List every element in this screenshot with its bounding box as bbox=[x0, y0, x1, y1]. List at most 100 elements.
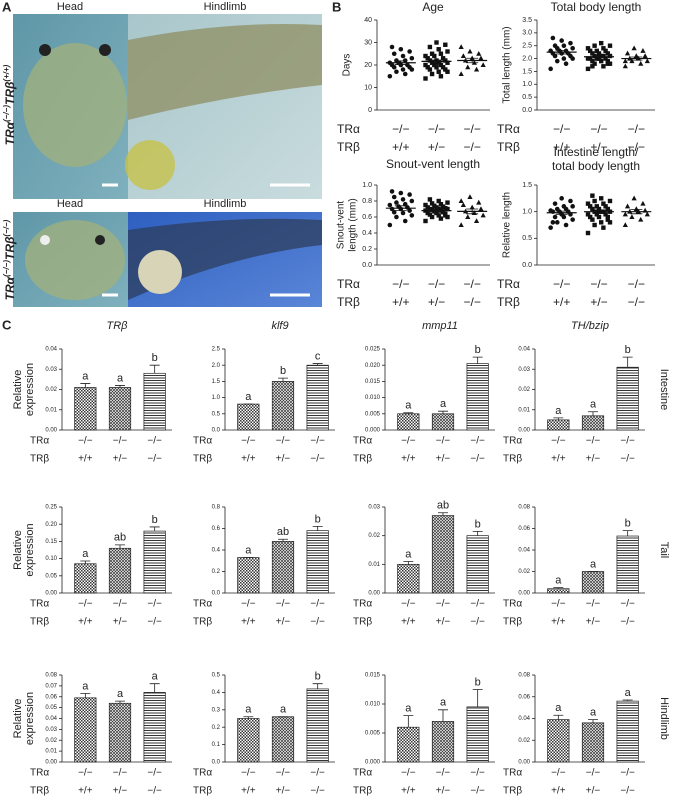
genotype-label: −/− bbox=[147, 617, 162, 628]
genotype-part: (−/−) bbox=[2, 260, 11, 277]
y-tick-label: 0.20 bbox=[45, 522, 57, 528]
dot bbox=[427, 58, 433, 63]
y-tick-label: 0.015 bbox=[365, 673, 381, 679]
genotype-label: −/− bbox=[436, 768, 451, 779]
bar bbox=[143, 372, 166, 431]
dot bbox=[389, 189, 395, 194]
dot bbox=[402, 71, 408, 77]
dot bbox=[427, 197, 433, 202]
significance-letter: a bbox=[625, 687, 632, 699]
dot bbox=[554, 206, 560, 212]
dot bbox=[389, 44, 395, 50]
y-tick-label: 0.000 bbox=[365, 760, 381, 766]
y-tick-label: 0.00 bbox=[368, 591, 380, 597]
tissue-label: Intestine bbox=[658, 369, 670, 411]
genotype-label: +/− bbox=[113, 786, 128, 797]
genotype-label: −/− bbox=[590, 277, 607, 291]
genotype-label: −/− bbox=[628, 295, 645, 309]
genotype-label: −/− bbox=[463, 295, 480, 309]
error-bar bbox=[430, 59, 443, 64]
genotype-label: −/− bbox=[241, 436, 256, 447]
genotype-label: −/− bbox=[470, 454, 485, 465]
dot bbox=[644, 211, 650, 217]
genotype-name: TRα bbox=[30, 768, 49, 779]
dot bbox=[607, 53, 613, 59]
dot bbox=[445, 200, 450, 205]
dot bbox=[387, 222, 393, 228]
dot bbox=[445, 49, 450, 54]
genotype-label: −/− bbox=[628, 277, 645, 291]
tissue-label: Hindlimb bbox=[658, 697, 670, 740]
dot bbox=[561, 43, 567, 49]
error-bar bbox=[472, 356, 483, 364]
dot bbox=[642, 53, 648, 58]
gene-title: TH/bzip bbox=[571, 320, 609, 332]
y-tick-label: 1.5 bbox=[212, 379, 221, 385]
significance-letter: a bbox=[405, 400, 412, 412]
dot bbox=[465, 64, 471, 70]
y-tick-label: 0.005 bbox=[365, 731, 381, 737]
y-tick-label: 0.0 bbox=[522, 262, 532, 269]
error-bar bbox=[312, 525, 323, 531]
significance-letter: a bbox=[590, 399, 597, 411]
chart-title: Intestine length/ bbox=[554, 145, 639, 159]
genotype-name: TRα bbox=[353, 599, 372, 610]
y-tick-label: 10 bbox=[364, 84, 372, 91]
y-axis-label: length (mm) bbox=[348, 198, 359, 251]
y-tick-label: 0.02 bbox=[518, 387, 530, 393]
dot bbox=[561, 204, 567, 209]
dot bbox=[622, 222, 628, 227]
dot bbox=[599, 220, 604, 225]
photo-label: Hindlimb bbox=[204, 198, 247, 210]
dot bbox=[432, 53, 437, 59]
genotype-label: −/− bbox=[78, 768, 93, 779]
genotype-label: −/− bbox=[147, 786, 162, 797]
dot bbox=[624, 50, 631, 56]
dot bbox=[601, 46, 606, 51]
genotype-label: −/− bbox=[620, 617, 635, 628]
bar bbox=[397, 726, 420, 763]
photo-label: Head bbox=[57, 198, 83, 210]
genotype-label: −/− bbox=[113, 768, 128, 779]
genotype-label: +/− bbox=[436, 617, 451, 628]
y-tick-label: 1.0 bbox=[212, 395, 221, 401]
dot bbox=[460, 53, 466, 58]
dot bbox=[563, 61, 569, 67]
panel-letter: A bbox=[2, 0, 12, 14]
genotype-label: −/− bbox=[276, 599, 291, 610]
error-bar bbox=[622, 699, 633, 702]
dot bbox=[548, 225, 553, 230]
genotype-name: TRβ bbox=[337, 140, 360, 154]
genotype-name: TRβ bbox=[30, 786, 49, 797]
y-tick-label: 0.02 bbox=[45, 738, 57, 744]
y-tick-label: 0.25 bbox=[45, 505, 57, 511]
error-bar bbox=[438, 512, 448, 516]
dot bbox=[398, 190, 404, 196]
y-tick-label: 0.10 bbox=[45, 556, 57, 562]
dot bbox=[570, 45, 575, 51]
dot bbox=[478, 55, 484, 61]
genotype-label: +/+ bbox=[553, 295, 570, 309]
dot bbox=[436, 213, 441, 218]
dot bbox=[559, 38, 564, 43]
dot bbox=[394, 69, 399, 75]
dot bbox=[590, 193, 595, 198]
dot bbox=[605, 51, 610, 56]
y-tick-label: 0.04 bbox=[45, 347, 57, 353]
dot bbox=[599, 40, 604, 46]
error-bar bbox=[472, 530, 483, 536]
genotype-name: TRα bbox=[503, 768, 522, 779]
significance-letter: a bbox=[440, 398, 447, 410]
dot bbox=[458, 198, 464, 203]
dot bbox=[436, 198, 441, 204]
y-tick-label: 0.00 bbox=[45, 591, 57, 597]
dot bbox=[469, 204, 475, 210]
dot bbox=[638, 216, 644, 222]
significance-letter: b bbox=[475, 344, 481, 356]
dot bbox=[438, 74, 444, 79]
dot bbox=[631, 45, 637, 51]
bar bbox=[237, 557, 260, 594]
dot bbox=[425, 65, 430, 70]
dot bbox=[605, 61, 610, 66]
dot bbox=[570, 217, 575, 222]
